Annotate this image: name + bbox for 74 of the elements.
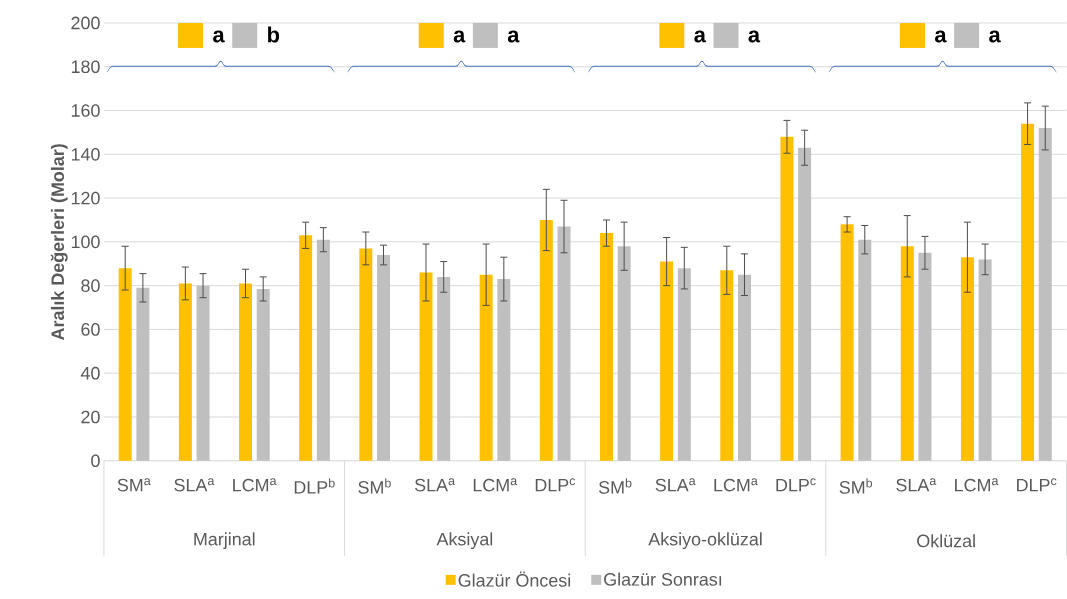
bar bbox=[196, 285, 210, 461]
annotation: a bbox=[694, 30, 707, 43]
bar bbox=[178, 283, 192, 461]
y-tick-label: 160 bbox=[71, 104, 100, 118]
bar bbox=[599, 233, 613, 461]
bar bbox=[316, 239, 330, 461]
bar bbox=[1021, 123, 1035, 461]
annotation: a bbox=[213, 30, 225, 43]
x-tick-label: DLP$^{c}$ bbox=[776, 478, 816, 492]
x-tick-label: DLP$^{b}$ bbox=[294, 478, 335, 494]
text: Oklüzal bbox=[917, 534, 975, 548]
x-tick-label: DLP$^{c}$ bbox=[535, 478, 576, 492]
annotation: b bbox=[268, 26, 280, 43]
y-tick-label: 60 bbox=[81, 323, 100, 336]
bar bbox=[299, 235, 313, 461]
annotation: a bbox=[934, 30, 947, 43]
y-tick-label: 100 bbox=[71, 235, 100, 249]
annotation: a bbox=[989, 30, 1001, 43]
bar bbox=[840, 224, 854, 461]
bar bbox=[918, 252, 932, 461]
legend-label: Glazür Öncesi bbox=[458, 571, 571, 587]
y-tick-label: 140 bbox=[71, 148, 100, 161]
bar bbox=[660, 261, 674, 461]
annotation: a bbox=[507, 30, 520, 43]
bar bbox=[437, 277, 451, 461]
bar bbox=[118, 268, 132, 461]
bar bbox=[978, 259, 992, 461]
x-tick-label: LCM$^{a}$ bbox=[233, 478, 277, 492]
bar bbox=[960, 257, 974, 461]
x-tick-label: SLA$^{a}$ bbox=[896, 478, 937, 492]
x-tick-label: SM$^{b}$ bbox=[598, 478, 632, 494]
y-axis-title: Aralık Değerleri (Molar) bbox=[50, 144, 68, 341]
y-tick-label: 20 bbox=[81, 410, 100, 424]
y-tick-label: 40 bbox=[80, 367, 100, 380]
x-tick-label: SLA$^{a}$ bbox=[174, 478, 215, 492]
bar bbox=[737, 274, 751, 461]
bar bbox=[557, 226, 571, 461]
bar bbox=[798, 147, 812, 461]
bar bbox=[497, 279, 511, 461]
text: Marjinal bbox=[194, 532, 255, 550]
bar bbox=[617, 246, 631, 461]
bar bbox=[377, 255, 391, 461]
bar bbox=[780, 136, 794, 461]
text: Aksiyal bbox=[436, 532, 493, 550]
text: Aksiyo-oklüzal bbox=[648, 532, 762, 550]
bar bbox=[256, 289, 270, 461]
annotation: a bbox=[748, 30, 761, 43]
x-tick-label: DLP$^{c}$ bbox=[1017, 478, 1057, 492]
bar bbox=[419, 272, 433, 461]
legend-label: Glazür Sonrası bbox=[604, 572, 722, 586]
bar bbox=[1038, 128, 1052, 461]
x-tick-label: LCM$^{a}$ bbox=[955, 478, 999, 492]
x-tick-label: SM$^{b}$ bbox=[358, 478, 391, 494]
x-tick-label: SM$^{b}$ bbox=[839, 478, 873, 494]
annotation: a bbox=[453, 30, 466, 43]
x-tick-label: SLA$^{a}$ bbox=[414, 478, 456, 492]
x-tick-label: SLA$^{a}$ bbox=[655, 478, 696, 492]
bar bbox=[359, 248, 373, 461]
bar bbox=[239, 283, 253, 461]
y-tick-label: 200 bbox=[71, 16, 100, 30]
y-tick-label: 80 bbox=[81, 279, 100, 293]
x-tick-label: SM$^{a}$ bbox=[117, 478, 151, 492]
y-tick-label: 0 bbox=[91, 454, 100, 468]
bar bbox=[858, 239, 872, 461]
bar bbox=[136, 287, 150, 461]
bar bbox=[900, 246, 914, 461]
bar bbox=[720, 270, 734, 461]
bar bbox=[539, 220, 553, 461]
x-tick-label: LCM$^{a}$ bbox=[714, 478, 758, 492]
bar bbox=[479, 274, 493, 461]
bar bbox=[677, 268, 691, 461]
x-tick-label: LCM$^{a}$ bbox=[473, 478, 518, 492]
y-tick-label: 120 bbox=[71, 191, 100, 205]
y-tick-label: 180 bbox=[71, 60, 100, 74]
